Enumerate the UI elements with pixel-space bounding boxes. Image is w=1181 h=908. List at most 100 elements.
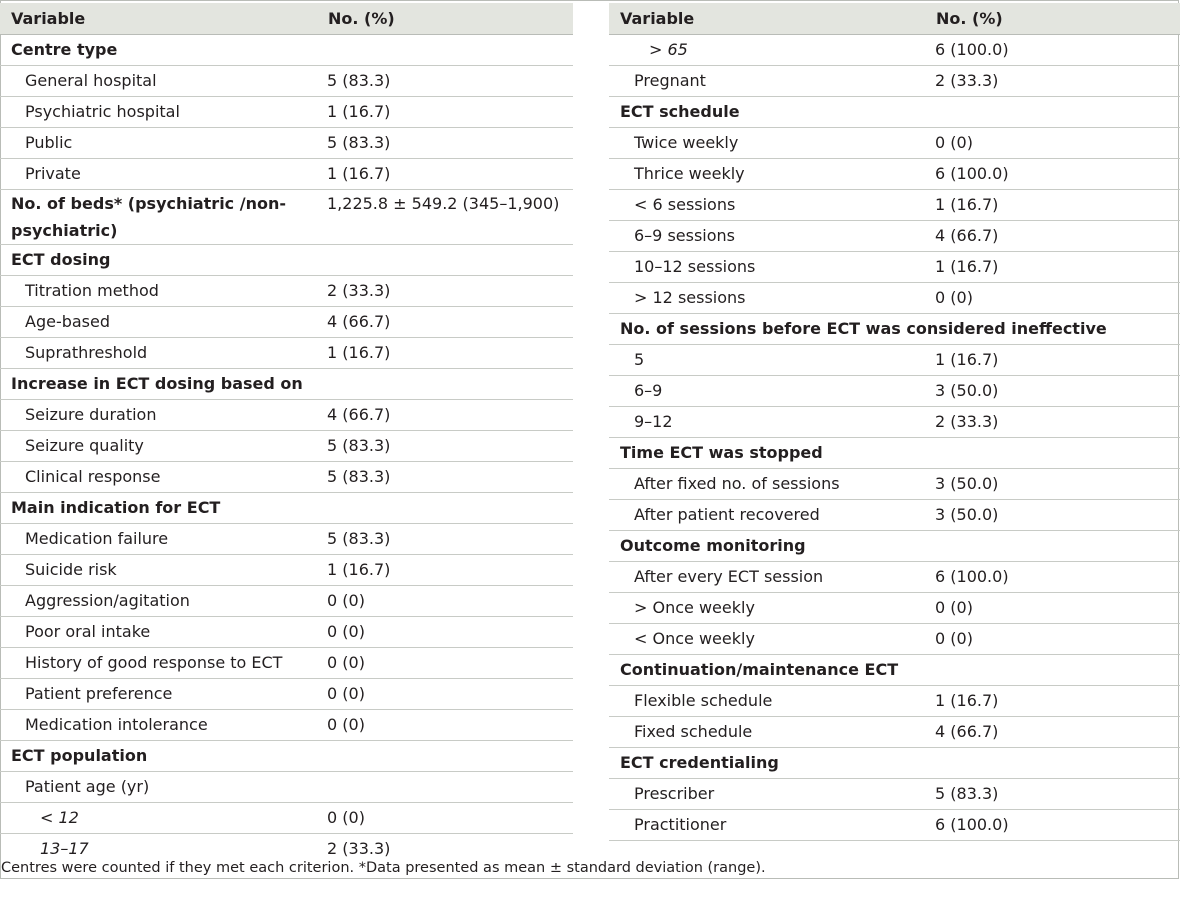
table-section-row: ECT dosing <box>0 244 573 276</box>
table-row: 6–9 3 (50.0) <box>609 375 1180 407</box>
table-section-row: ECT schedule <box>609 96 1180 128</box>
table-right-panel: Variable No. (%) > 65 6 (100.0) Pregnant 2 … <box>609 3 1180 841</box>
row-value: 2 (33.3) <box>327 839 391 858</box>
table-row: 9–12 2 (33.3) <box>609 406 1180 438</box>
row-label: Twice weekly <box>609 127 925 159</box>
row-value: 6 (100.0) <box>925 561 1180 593</box>
row-label: > Once weekly <box>609 592 925 624</box>
table-row: After every ECT session 6 (100.0) <box>609 561 1180 593</box>
table-row: Age-based 4 (66.7) <box>0 306 573 338</box>
table-row: Suicide risk 1 (16.7) <box>0 554 573 586</box>
table-footnote: Centres were counted if they met each cr… <box>1 860 766 876</box>
table-row: Seizure duration 4 (66.7) <box>0 399 573 431</box>
table-row: Twice weekly 0 (0) <box>609 127 1180 159</box>
table-section-row: ECT population <box>0 740 573 772</box>
row-label: 10–12 sessions <box>609 251 925 283</box>
table-row: Private 1 (16.7) <box>0 158 573 190</box>
row-label: Thrice weekly <box>609 158 925 190</box>
table-row: Medication intolerance 0 (0) <box>0 709 573 741</box>
row-label: Medication intolerance <box>0 709 317 741</box>
row-value: 1 (16.7) <box>317 158 573 190</box>
row-value: 4 (66.7) <box>925 220 1180 252</box>
row-value: 0 (0) <box>925 623 1180 655</box>
table-section-row: Increase in ECT dosing based on <box>0 368 573 400</box>
table-section-row: Continuation/maintenance ECT <box>609 654 1180 686</box>
row-value: 0 (0) <box>317 585 573 617</box>
row-label: Patient age (yr) <box>0 771 317 803</box>
table-row: Fixed schedule 4 (66.7) <box>609 716 1180 748</box>
row-value: 3 (50.0) <box>925 468 1180 500</box>
row-value: 5 (83.3) <box>317 461 573 493</box>
table-row: < Once weekly 0 (0) <box>609 623 1180 655</box>
row-label: ECT schedule <box>609 96 925 128</box>
row-label: Suicide risk <box>0 554 317 586</box>
row-value: 0 (0) <box>925 127 1180 159</box>
row-value: 5 (83.3) <box>925 778 1180 810</box>
row-value: 1 (16.7) <box>925 251 1180 283</box>
row-value: 2 (33.3) <box>317 275 573 307</box>
row-value <box>317 492 573 524</box>
row-value: 1 (16.7) <box>317 96 573 128</box>
row-label: Clinical response <box>0 461 317 493</box>
table-row: > 12 sessions 0 (0) <box>609 282 1180 314</box>
row-label: Main indication for ECT <box>0 492 317 524</box>
row-value: 1 (16.7) <box>925 189 1180 221</box>
table-row: Aggression/agitation 0 (0) <box>0 585 573 617</box>
table-section-row: ECT credentialing <box>609 747 1180 779</box>
row-value <box>317 740 573 772</box>
row-value: 6 (100.0) <box>925 158 1180 190</box>
table-row: After patient recovered 3 (50.0) <box>609 499 1180 531</box>
row-value: 5 (83.3) <box>317 430 573 462</box>
row-label: < 6 sessions <box>609 189 925 221</box>
row-value: 6 (100.0) <box>925 809 1180 841</box>
row-label: Pregnant <box>609 65 925 97</box>
row-value: 4 (66.7) <box>317 399 573 431</box>
row-value: 3 (50.0) <box>925 375 1180 407</box>
row-label: Titration method <box>0 275 317 307</box>
row-value: 2 (33.3) <box>925 406 1180 438</box>
table-row: 6–9 sessions 4 (66.7) <box>609 220 1180 252</box>
row-label: Public <box>0 127 317 159</box>
column-header-value: No. (%) <box>925 3 1180 35</box>
table-row: Patient age (yr) <box>0 771 573 803</box>
row-value <box>317 368 573 400</box>
row-value: 5 (83.3) <box>317 65 573 97</box>
table-row: Flexible schedule 1 (16.7) <box>609 685 1180 717</box>
table-row: Pregnant 2 (33.3) <box>609 65 1180 97</box>
row-value: 0 (0) <box>925 592 1180 624</box>
row-value: 0 (0) <box>317 678 573 710</box>
row-label: No. of sessions before ECT was considere… <box>609 313 1107 345</box>
table-row: After fixed no. of sessions 3 (50.0) <box>609 468 1180 500</box>
row-label: Practitioner <box>609 809 925 841</box>
row-label: Patient preference <box>0 678 317 710</box>
row-value <box>925 313 1180 345</box>
column-header-variable: Variable <box>609 3 925 35</box>
row-label: Medication failure <box>0 523 317 555</box>
row-label: < Once weekly <box>609 623 925 655</box>
table-row: Seizure quality 5 (83.3) <box>0 430 573 462</box>
row-label: Aggression/agitation <box>0 585 317 617</box>
row-value <box>317 771 573 803</box>
row-label: Poor oral intake <box>0 616 317 648</box>
table-row: Thrice weekly 6 (100.0) <box>609 158 1180 190</box>
row-label: General hospital <box>0 65 317 97</box>
row-label: < 12 <box>0 802 317 834</box>
row-label: Suprathreshold <box>0 337 317 369</box>
row-label: Seizure quality <box>0 430 317 462</box>
table-row: Clinical response 5 (83.3) <box>0 461 573 493</box>
table-row: Practitioner 6 (100.0) <box>609 809 1180 841</box>
table-row: History of good response to ECT 0 (0) <box>0 647 573 679</box>
table-section-row: Outcome monitoring <box>609 530 1180 562</box>
row-label: 13–17 <box>40 839 89 858</box>
row-label: Continuation/maintenance ECT <box>609 654 925 686</box>
table-section-row: No. of sessions before ECT was considere… <box>609 313 1180 345</box>
row-label: Time ECT was stopped <box>609 437 925 469</box>
table-header-row: Variable No. (%) <box>609 3 1180 35</box>
table-row: < 6 sessions 1 (16.7) <box>609 189 1180 221</box>
row-label: > 65 <box>609 34 925 66</box>
row-label: ECT dosing <box>0 244 317 276</box>
row-value: 4 (66.7) <box>925 716 1180 748</box>
table-row: Psychiatric hospital 1 (16.7) <box>0 96 573 128</box>
row-label: Prescriber <box>609 778 925 810</box>
